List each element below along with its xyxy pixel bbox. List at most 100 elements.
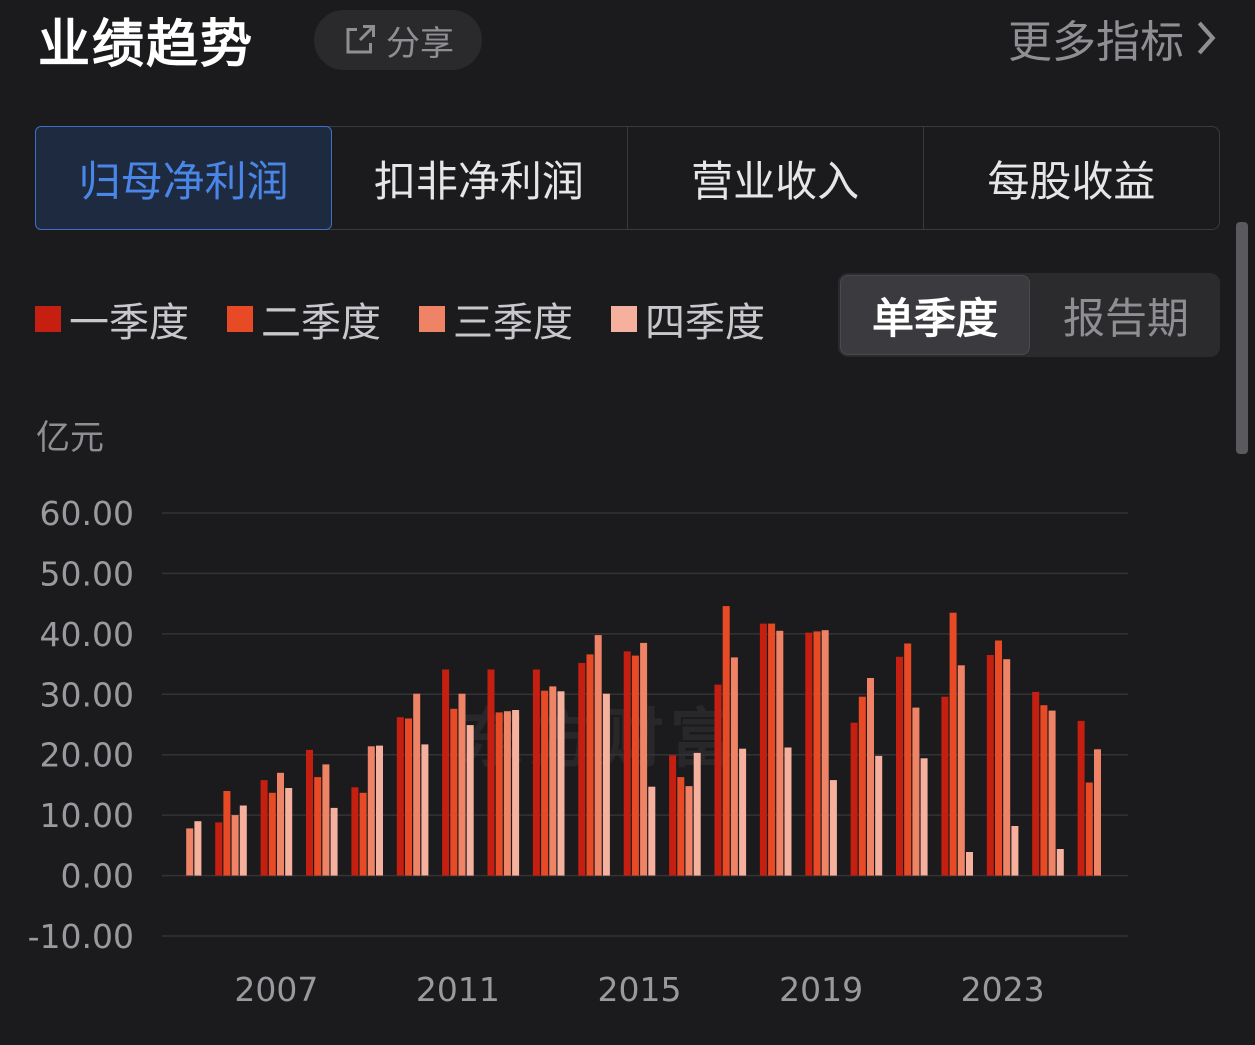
bar-q3[interactable] (413, 693, 421, 876)
bar-q1[interactable] (351, 787, 359, 876)
bar-q1[interactable] (805, 632, 813, 876)
bar-q4[interactable] (330, 807, 338, 876)
bar-q3[interactable] (458, 693, 466, 876)
bar-q2[interactable] (405, 718, 412, 876)
bar-q3[interactable] (549, 686, 557, 876)
bar-q2[interactable] (1085, 782, 1093, 876)
bar-q2[interactable] (314, 777, 322, 876)
bar-q2[interactable] (223, 791, 231, 876)
tab-revenue[interactable]: 营业收入 (628, 127, 924, 229)
bar-q3[interactable] (186, 828, 194, 876)
bar-q3[interactable] (685, 786, 693, 876)
bar-q3[interactable] (322, 764, 330, 876)
bar-q1[interactable] (532, 669, 540, 876)
bar-q3[interactable] (1003, 659, 1011, 876)
bar-q3[interactable] (1048, 710, 1056, 876)
bar-q1[interactable] (215, 822, 223, 876)
bar-q4[interactable] (512, 710, 520, 876)
bar-q4[interactable] (376, 745, 383, 876)
bar-q4[interactable] (557, 691, 565, 876)
bar-q4[interactable] (693, 752, 701, 876)
bar-q3[interactable] (594, 635, 602, 876)
bar-q3[interactable] (640, 642, 648, 876)
scrollbar[interactable] (1236, 222, 1248, 454)
bar-q1[interactable] (896, 656, 903, 876)
tab-deducted-net-profit[interactable]: 扣非净利润 (331, 127, 628, 229)
bar-q3[interactable] (912, 707, 920, 876)
bar-q1[interactable] (850, 722, 858, 876)
bar-q3[interactable] (503, 711, 511, 876)
bar-q2[interactable] (858, 696, 866, 876)
bar-q1[interactable] (306, 749, 313, 876)
bar-q1[interactable] (487, 669, 495, 876)
bar-q4[interactable] (648, 786, 656, 876)
bar-q2[interactable] (904, 643, 912, 876)
bar-q2[interactable] (541, 690, 549, 876)
bar-q2[interactable] (359, 792, 367, 876)
bar-q3[interactable] (730, 657, 738, 876)
bar-q4[interactable] (285, 788, 293, 876)
bar-q4[interactable] (239, 805, 247, 876)
bar-q4[interactable] (1056, 849, 1064, 876)
bar-q1[interactable] (442, 669, 450, 876)
bar-q1[interactable] (623, 651, 631, 876)
share-button[interactable]: 分享 (314, 10, 482, 70)
bar-q1[interactable] (714, 684, 722, 876)
legend-swatch-q3 (419, 306, 445, 332)
legend-item-q3[interactable]: 三季度 (419, 290, 573, 348)
bar-q3[interactable] (821, 630, 829, 876)
bar-q2[interactable] (768, 623, 776, 876)
legend-item-q4[interactable]: 四季度 (611, 290, 765, 348)
bar-q1[interactable] (759, 623, 767, 876)
bar-q1[interactable] (396, 717, 404, 876)
bar-q1[interactable] (1077, 720, 1085, 876)
bar-q4[interactable] (875, 755, 883, 876)
bar-q2[interactable] (677, 777, 685, 876)
tab-parent-net-profit[interactable]: 归母净利润 (35, 126, 333, 230)
bar-q1[interactable] (1032, 691, 1040, 876)
bar-q4[interactable] (966, 852, 973, 876)
header: 业绩趋势 分享 更多指标 (38, 0, 1220, 80)
bar-q2[interactable] (586, 654, 594, 876)
bar-q3[interactable] (867, 678, 874, 876)
bar-q4[interactable] (739, 748, 747, 876)
bar-q1[interactable] (986, 655, 994, 876)
bar-q4[interactable] (194, 821, 202, 876)
bar-q3[interactable] (277, 772, 284, 876)
more-indicators-link[interactable]: 更多指标 (1008, 6, 1220, 70)
bar-q2[interactable] (995, 640, 1002, 876)
y-tick-label: 30.00 (40, 675, 134, 714)
tab-eps[interactable]: 每股收益 (987, 156, 1156, 206)
legend-swatch-q4 (611, 306, 637, 332)
bar-q2[interactable] (949, 612, 957, 876)
bar-q3[interactable] (776, 630, 784, 876)
bar-q4[interactable] (784, 747, 792, 876)
bar-q4[interactable] (421, 744, 429, 876)
single-quarter-button[interactable]: 单季度 (840, 275, 1030, 355)
legend-item-q1[interactable]: 一季度 (35, 290, 189, 348)
bar-q2[interactable] (1040, 705, 1048, 876)
chevron-right-icon (1197, 21, 1216, 55)
bar-q3[interactable] (367, 746, 375, 876)
bar-q3[interactable] (1094, 749, 1101, 876)
bar-q2[interactable] (813, 631, 821, 876)
bar-q3[interactable] (957, 665, 965, 876)
bar-q2[interactable] (268, 792, 276, 876)
bar-q4[interactable] (920, 758, 928, 876)
bar-q2[interactable] (631, 655, 639, 876)
bar-q1[interactable] (941, 696, 949, 876)
bar-q2[interactable] (495, 712, 503, 876)
bar-q2[interactable] (450, 708, 458, 876)
bar-q1[interactable] (260, 780, 268, 876)
bar-q4[interactable] (602, 693, 610, 876)
bar-q2[interactable] (722, 606, 730, 876)
bar-q4[interactable] (466, 725, 474, 876)
bar-q4[interactable] (1011, 826, 1019, 876)
report-period-button[interactable]: 报告期 (1062, 293, 1189, 343)
legend-item-q2[interactable]: 二季度 (227, 290, 381, 348)
bar-q1[interactable] (669, 755, 677, 876)
bar-q3[interactable] (231, 815, 239, 876)
bar-q4[interactable] (829, 780, 837, 876)
x-tick-label: 2015 (598, 970, 682, 1009)
bar-q1[interactable] (578, 662, 586, 876)
